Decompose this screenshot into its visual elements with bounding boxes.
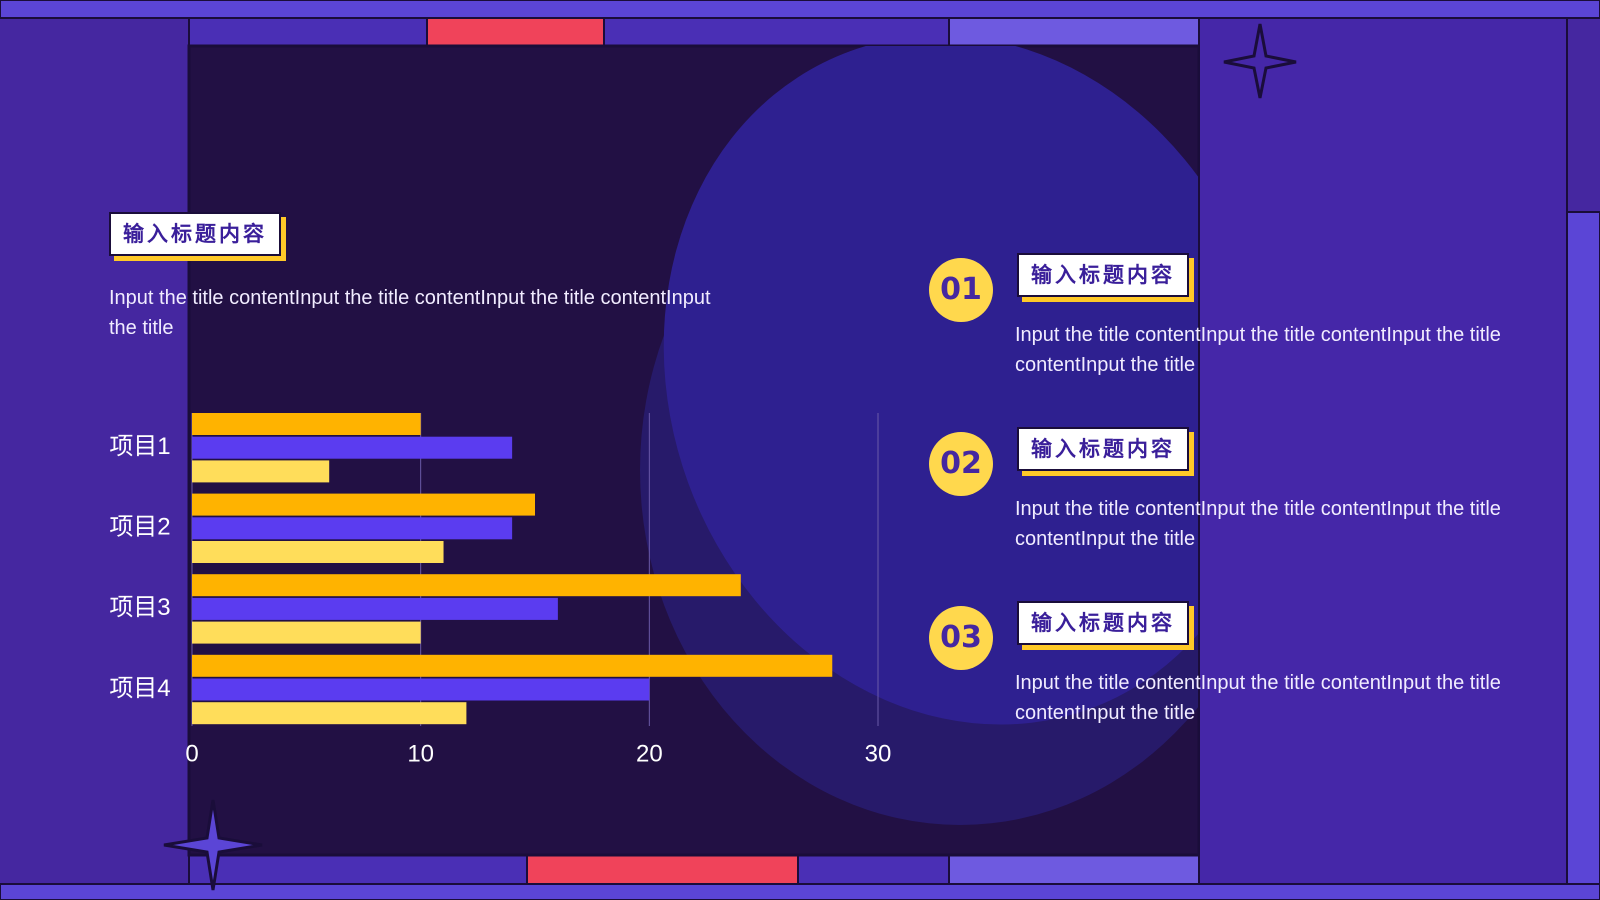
bar <box>192 460 330 483</box>
x-tick-label: 0 <box>185 740 198 767</box>
item-number: 03 <box>929 606 993 670</box>
bar <box>192 574 741 597</box>
x-tick-label: 20 <box>636 740 663 767</box>
bar <box>192 597 558 620</box>
item-title: 输入标题内容 <box>1017 601 1189 645</box>
bar <box>192 678 650 701</box>
bar <box>192 654 833 677</box>
bar <box>192 413 421 435</box>
item-title: 输入标题内容 <box>1017 253 1189 297</box>
bar <box>192 436 513 459</box>
x-tick-label: 30 <box>865 740 892 767</box>
header-title: 输入标题内容 <box>109 212 281 256</box>
y-tick-label: 项目3 <box>109 594 170 621</box>
item-text: Input the title contentInput the title c… <box>1015 672 1501 724</box>
header-text: Input the title contentInput the title c… <box>109 287 711 339</box>
y-tick-label: 项目2 <box>109 514 170 541</box>
item-number: 02 <box>929 432 993 496</box>
item-number: 01 <box>929 258 993 322</box>
bar <box>192 517 513 540</box>
bar <box>192 702 467 725</box>
item-text: Input the title contentInput the title c… <box>1015 324 1501 376</box>
item-text: Input the title contentInput the title c… <box>1015 498 1501 550</box>
bar <box>192 621 421 644</box>
y-tick-label: 项目1 <box>109 433 170 460</box>
y-tick-label: 项目4 <box>109 675 170 702</box>
bar <box>192 541 444 563</box>
item-title: 输入标题内容 <box>1017 427 1189 471</box>
bar <box>192 493 535 516</box>
x-tick-label: 10 <box>407 740 434 767</box>
